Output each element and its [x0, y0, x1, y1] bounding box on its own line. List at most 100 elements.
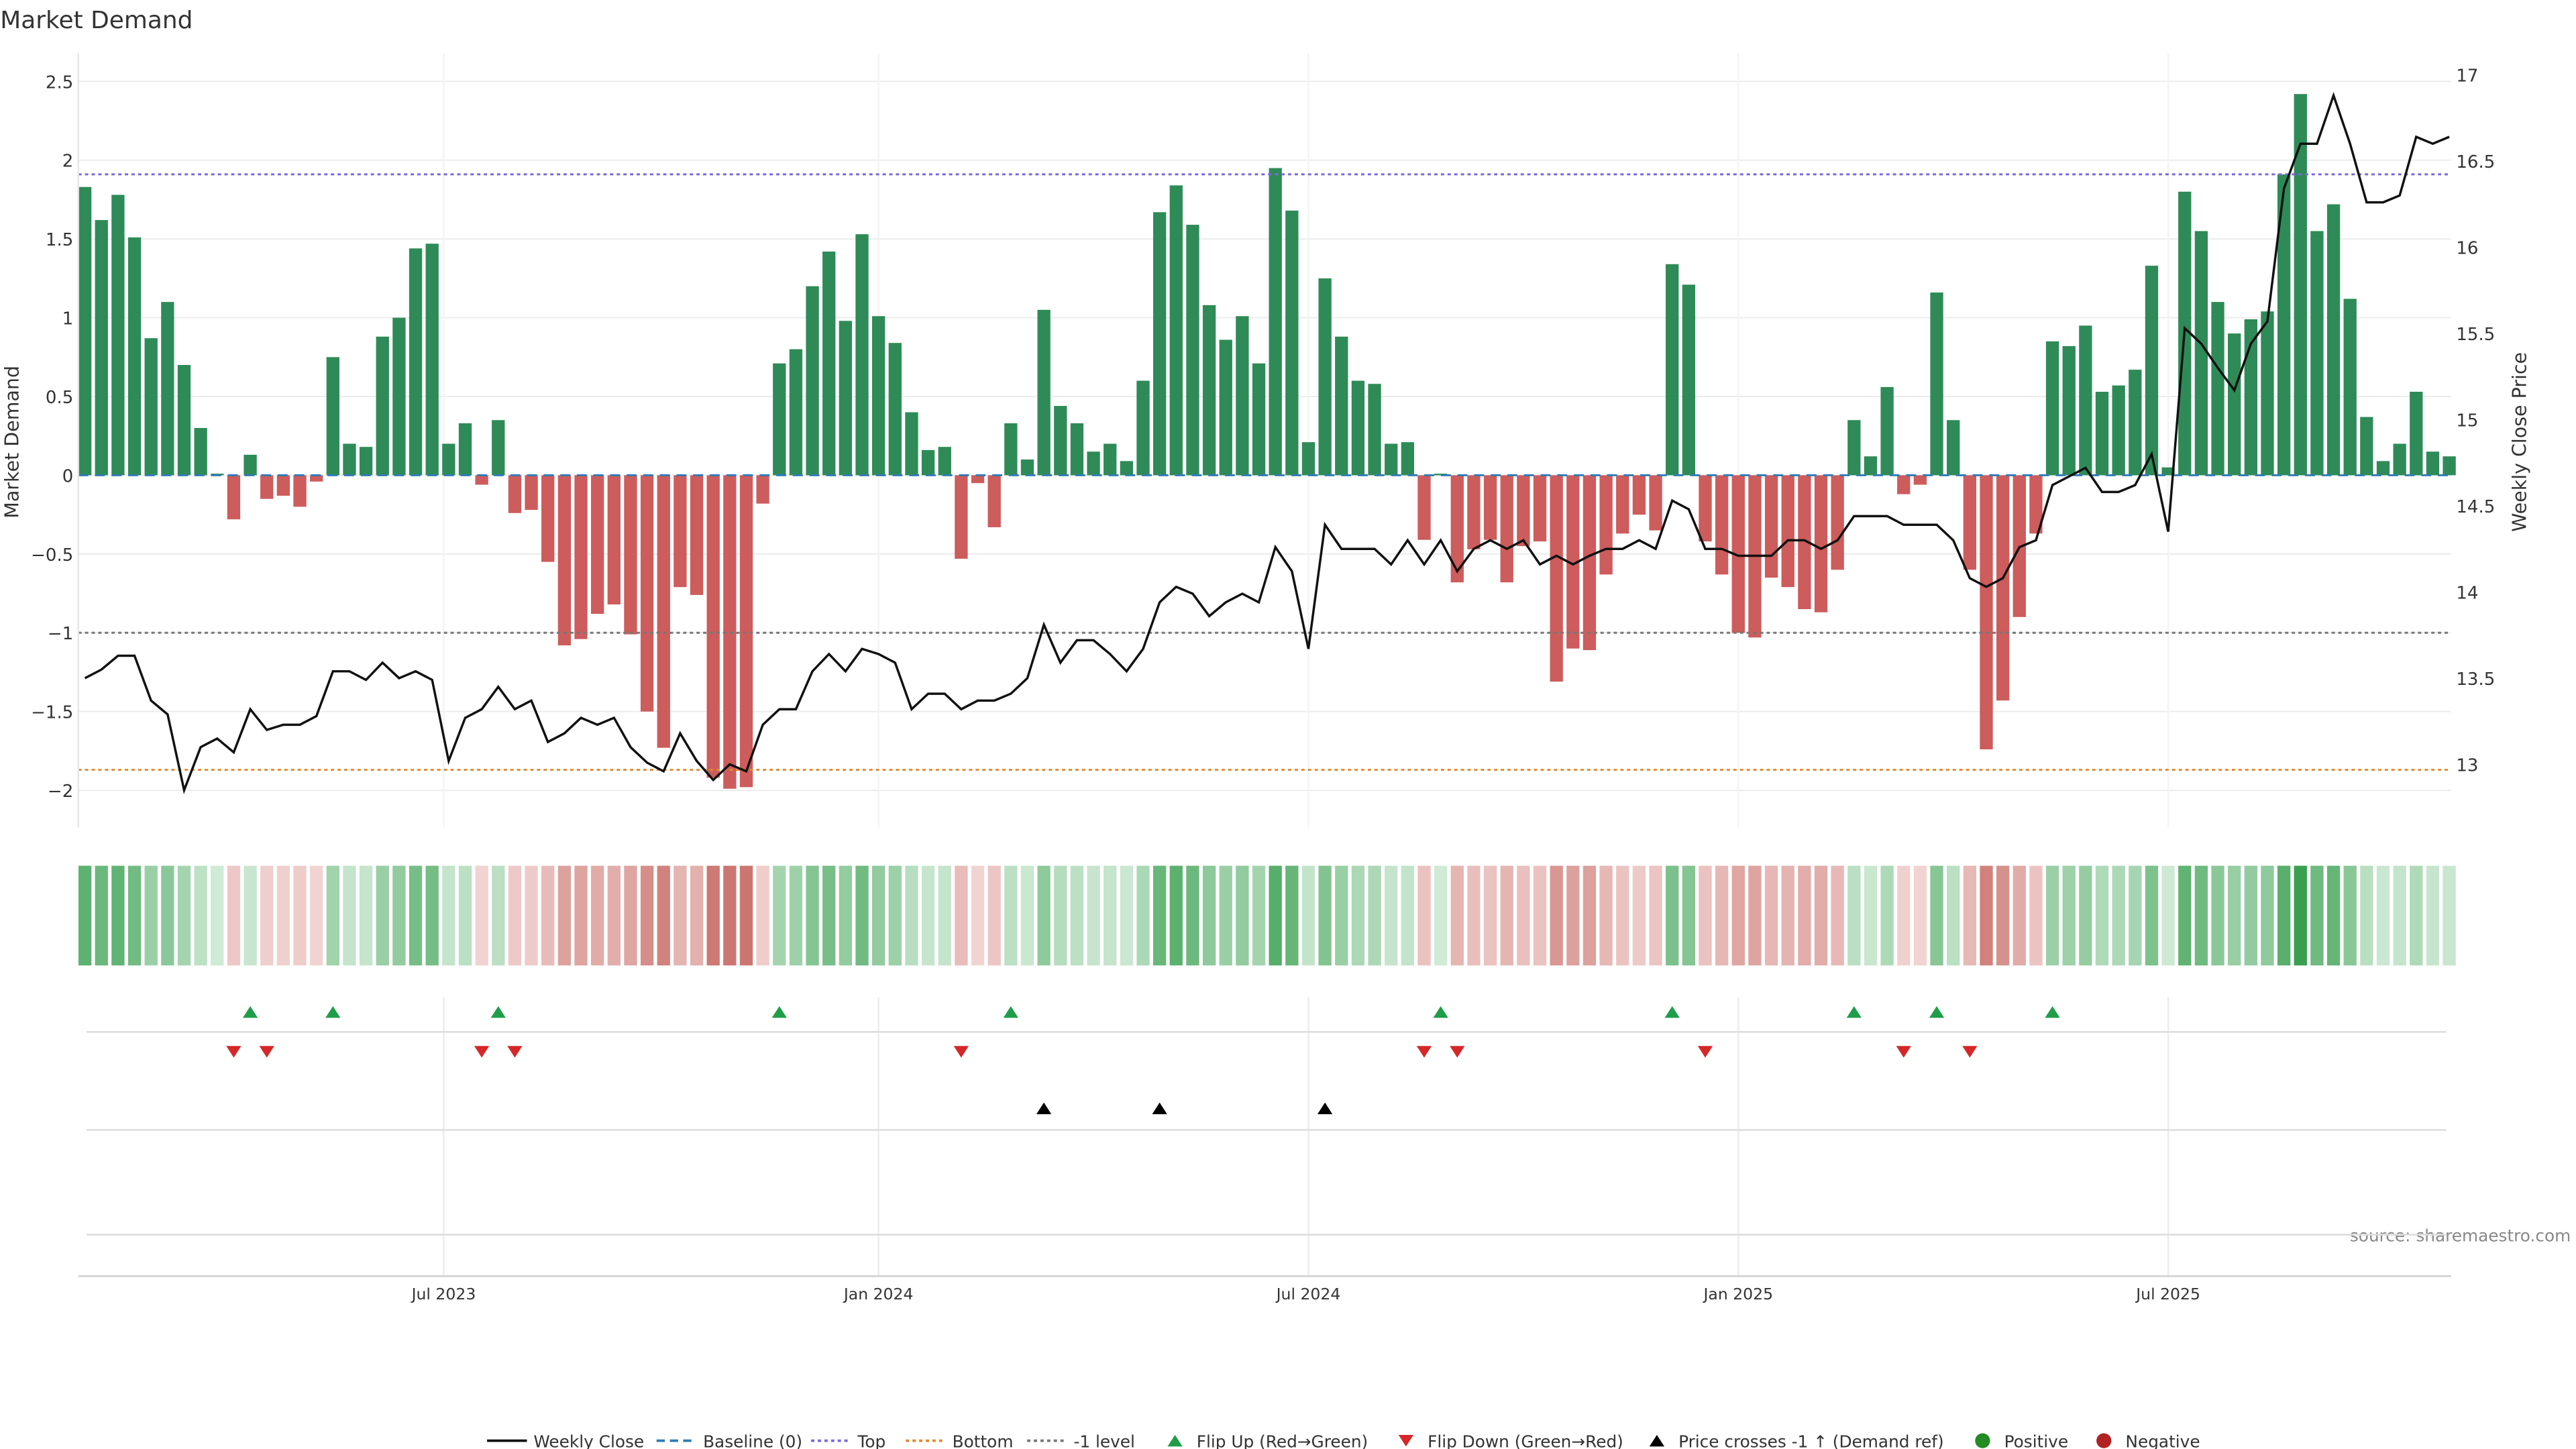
heat-cell	[1632, 865, 1646, 966]
heat-cell	[1682, 865, 1696, 966]
negative-bar	[1649, 475, 1662, 531]
negative-bar	[1781, 475, 1794, 588]
negative-bar	[756, 475, 769, 504]
heat-cell	[2029, 865, 2043, 966]
negative-bar	[293, 475, 307, 507]
positive-bar	[1252, 363, 1266, 476]
heat-cell	[127, 865, 142, 966]
heat-cell	[1054, 865, 1067, 966]
positive-bar	[111, 195, 125, 476]
positive-bar	[2360, 417, 2373, 476]
heat-cell	[1864, 865, 1878, 966]
heat-cell	[1500, 865, 1513, 966]
positive-bar	[2343, 299, 2357, 476]
negative-bar	[260, 475, 274, 499]
y2-tick-label: 17	[2456, 66, 2478, 86]
positive-bar	[2244, 319, 2257, 476]
y-tick-label: −1	[48, 624, 73, 644]
positive-bar	[1385, 443, 1398, 476]
positive-bar	[1169, 185, 1183, 476]
negative-bar	[1566, 475, 1580, 649]
positive-bar	[888, 343, 902, 476]
heat-cell	[392, 865, 406, 966]
positive-bar	[1434, 474, 1448, 476]
heat-cell	[905, 865, 918, 966]
heat-cell	[1120, 865, 1134, 966]
heat-cell	[1368, 865, 1381, 966]
heat-cell	[1533, 865, 1547, 966]
heat-cell	[194, 865, 207, 966]
positive-bar	[194, 427, 207, 476]
positive-bar	[1864, 456, 1878, 476]
legend-label: Price crosses -1 ↑ (Demand ref)	[1678, 1432, 1944, 1449]
negative-bar	[739, 475, 753, 788]
flip-up-marker	[325, 1006, 341, 1018]
negative-bar	[971, 475, 985, 484]
heat-cell	[1980, 865, 1993, 966]
heat-cell	[773, 865, 786, 966]
heat-cell	[161, 865, 174, 966]
heat-cell	[2426, 865, 2440, 966]
heat-cell	[2343, 865, 2357, 966]
heat-cell	[1930, 865, 1943, 966]
heat-cell	[1847, 865, 1861, 966]
negative-bar	[1980, 475, 1993, 750]
positive-bar	[1666, 264, 1679, 476]
flip-down-marker	[507, 1046, 523, 1058]
heat-cell	[789, 865, 803, 966]
negative-bar	[1963, 475, 1977, 570]
heat-cell	[1385, 865, 1398, 966]
heat-cell	[921, 865, 935, 966]
flip-down-marker	[1416, 1046, 1432, 1058]
legend-marker-5	[1167, 1434, 1183, 1447]
heat-cell	[458, 865, 472, 966]
price-cross-marker	[1152, 1102, 1167, 1114]
heat-cell	[871, 865, 885, 966]
positive-bar	[839, 321, 853, 476]
heat-cell	[475, 865, 488, 966]
heat-cell	[2277, 865, 2291, 966]
heat-cell	[706, 865, 720, 966]
heat-cell	[1318, 865, 1332, 966]
heat-cell	[2443, 865, 2456, 966]
heat-cell	[1285, 865, 1299, 966]
positive-bar	[458, 423, 472, 476]
negative-bar	[987, 475, 1001, 527]
positive-bar	[938, 447, 951, 476]
heat-cell	[607, 865, 621, 966]
heat-cell	[1136, 865, 1150, 966]
heat-cell	[674, 865, 687, 966]
heat-cell	[955, 865, 968, 966]
negative-bar	[1500, 475, 1513, 583]
flip-up-marker	[771, 1006, 787, 1018]
negative-bar	[706, 475, 720, 778]
flip-up-marker	[1846, 1006, 1862, 1018]
heat-cell	[1450, 865, 1464, 966]
y-axis-label: Market Demand	[1, 366, 23, 519]
x-tick-label: Jul 2025	[2135, 1285, 2200, 1303]
price-cross-marker	[1317, 1102, 1333, 1114]
heat-cell	[2045, 865, 2059, 966]
heat-cell	[1566, 865, 1580, 966]
heat-cell	[1070, 865, 1084, 966]
negative-bar	[590, 475, 604, 614]
negative-bar	[1467, 475, 1481, 549]
negative-bar	[276, 475, 290, 496]
heat-cell	[1715, 865, 1729, 966]
positive-bar	[161, 302, 174, 476]
flip-up-marker	[1929, 1006, 1945, 1018]
heat-cell	[1897, 865, 1911, 966]
y-tick-label: 2.5	[46, 72, 73, 93]
positive-bar	[2161, 467, 2175, 476]
flip-down-marker	[1962, 1046, 1978, 1058]
negative-bar	[1533, 475, 1547, 542]
flip-down-marker	[1697, 1046, 1713, 1058]
heat-cell	[1252, 865, 1266, 966]
heat-cell	[1831, 865, 1844, 966]
negative-bar	[955, 475, 968, 559]
positive-bar	[871, 316, 885, 476]
heat-cell	[839, 865, 853, 966]
positive-bar	[921, 449, 935, 476]
heat-cell	[326, 865, 339, 966]
